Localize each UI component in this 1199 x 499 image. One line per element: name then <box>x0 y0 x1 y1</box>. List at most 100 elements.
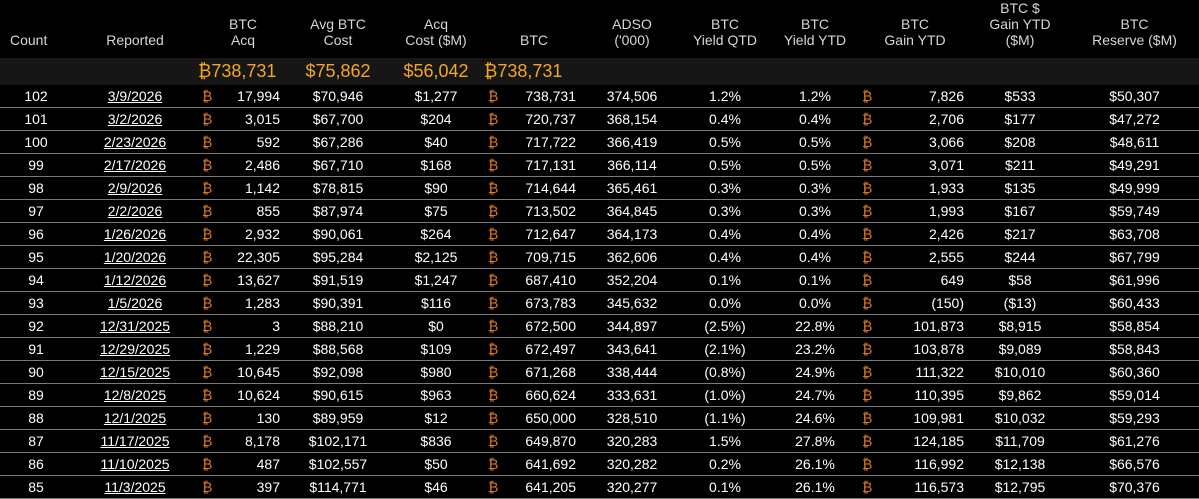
bitcoin-icon: ₿ <box>202 433 213 449</box>
cell-btc-acq: ₿ 10,645 <box>198 360 288 384</box>
cell-yield-qtd: 0.5% <box>680 130 770 154</box>
reported-date-link[interactable]: 11/3/2025 <box>104 479 166 495</box>
cell-gain-ytd: ₿ 2,706 <box>860 107 970 131</box>
reported-date-link[interactable]: 12/31/2025 <box>99 318 171 334</box>
cell-gain-usd: $167 <box>970 199 1070 223</box>
cell-reported[interactable]: 12/29/2025 <box>72 337 198 361</box>
cell-count: 89 <box>0 383 72 407</box>
cell-reported[interactable]: 2/2/2026 <box>72 199 198 223</box>
reported-date-link[interactable]: 11/10/2025 <box>100 456 170 472</box>
cell-acq-cost: $836 <box>388 429 484 453</box>
reported-date-link[interactable]: 1/20/2026 <box>103 249 167 265</box>
reported-date-link[interactable]: 2/9/2026 <box>107 180 163 196</box>
column-header-gain-ytd: BTC Gain YTD <box>860 0 970 58</box>
cell-adso: 366,419 <box>584 130 680 154</box>
cell-avg-cost: $102,557 <box>288 452 388 476</box>
cell-gain-ytd: ₿ 7,826 <box>860 85 970 108</box>
cell-avg-cost: $67,700 <box>288 107 388 131</box>
cell-yield-ytd: 0.4% <box>770 245 860 269</box>
reported-date-link[interactable]: 12/8/2025 <box>103 387 167 403</box>
cell-reported[interactable]: 11/10/2025 <box>72 452 198 476</box>
cell-reported[interactable]: 2/23/2026 <box>72 130 198 154</box>
bitcoin-icon: ₿ <box>862 456 873 472</box>
cell-btc-acq: ₿ 487 <box>198 452 288 476</box>
cell-reserve: $61,276 <box>1070 429 1199 453</box>
reported-date-link[interactable]: 2/2/2026 <box>107 203 163 219</box>
reported-date-link[interactable]: 1/5/2026 <box>107 295 163 311</box>
cell-value: 1,993 <box>928 203 964 219</box>
cell-reported[interactable]: 11/17/2025 <box>72 429 198 453</box>
cell-gain-ytd: ₿ 116,573 <box>860 475 970 499</box>
bitcoin-icon: ₿ <box>862 157 873 173</box>
cell-yield-qtd: 0.4% <box>680 245 770 269</box>
column-header-label: ($M) <box>1005 32 1035 48</box>
bitcoin-icon: ₿ <box>862 479 873 495</box>
cell-adso: 320,282 <box>584 452 680 476</box>
cell-avg-cost: $114,771 <box>288 475 388 499</box>
cell-avg-cost: $91,519 <box>288 268 388 292</box>
reported-date-link[interactable]: 3/9/2026 <box>107 88 163 104</box>
cell-adso: 333,631 <box>584 383 680 407</box>
cell-acq-cost: $75 <box>388 199 484 223</box>
cell-reported[interactable]: 3/9/2026 <box>72 85 198 108</box>
cell-reserve: $61,996 <box>1070 268 1199 292</box>
reported-date-link[interactable]: 1/26/2026 <box>103 226 167 242</box>
cell-adso: 352,204 <box>584 268 680 292</box>
cell-reserve: $63,708 <box>1070 222 1199 246</box>
column-header-adso: ADSO ('000) <box>584 0 680 58</box>
cell-btc: ₿ 649,870 <box>484 429 584 453</box>
cell-btc-acq: ₿ 2,932 <box>198 222 288 246</box>
cell-acq-cost: $1,277 <box>388 85 484 108</box>
cell-gain-ytd: ₿ 1,993 <box>860 199 970 223</box>
cell-acq-cost: $204 <box>388 107 484 131</box>
table-row: 88 12/1/2025 ₿ 130 $89,959 $12 ₿ 650,000 328,510… <box>0 406 1199 430</box>
cell-acq-cost: $168 <box>388 153 484 177</box>
cell-yield-ytd: 0.3% <box>770 199 860 223</box>
cell-avg-cost: $67,710 <box>288 153 388 177</box>
cell-yield-qtd: 1.5% <box>680 429 770 453</box>
column-header-label: Acq <box>423 16 449 32</box>
reported-date-link[interactable]: 2/17/2026 <box>103 157 167 173</box>
cell-gain-usd: $8,915 <box>970 314 1070 338</box>
cell-value: 2,932 <box>244 226 280 242</box>
cell-reported[interactable]: 12/31/2025 <box>72 314 198 338</box>
bitcoin-icon: ₿ <box>488 479 499 495</box>
cell-reported[interactable]: 12/15/2025 <box>72 360 198 384</box>
cell-value: 709,715 <box>525 249 576 265</box>
reported-date-link[interactable]: 12/1/2025 <box>103 410 167 426</box>
cell-adso: 368,154 <box>584 107 680 131</box>
cell-value: 13,627 <box>237 272 280 288</box>
cell-gain-ytd: ₿ 111,322 <box>860 360 970 384</box>
cell-reported[interactable]: 12/1/2025 <box>72 406 198 430</box>
cell-yield-qtd: 0.3% <box>680 176 770 200</box>
table-row: 85 11/3/2025 ₿ 397 $114,771 $46 ₿ 641,205 320,27… <box>0 475 1199 499</box>
cell-reported[interactable]: 2/17/2026 <box>72 153 198 177</box>
cell-reported[interactable]: 12/8/2025 <box>72 383 198 407</box>
cell-adso: 365,461 <box>584 176 680 200</box>
cell-value: 103,878 <box>913 341 964 357</box>
cell-reported[interactable]: 11/3/2025 <box>72 475 198 499</box>
cell-reported[interactable]: 2/9/2026 <box>72 176 198 200</box>
cell-value: 10,645 <box>237 364 280 380</box>
cell-value: 2,706 <box>928 111 964 127</box>
reported-date-link[interactable]: 3/2/2026 <box>107 111 163 127</box>
bitcoin-icon: ₿ <box>202 88 213 104</box>
cell-gain-ytd: ₿ 101,873 <box>860 314 970 338</box>
cell-reported[interactable]: 1/5/2026 <box>72 291 198 315</box>
cell-adso: 343,641 <box>584 337 680 361</box>
reported-date-link[interactable]: 2/23/2026 <box>103 134 167 150</box>
cell-reported[interactable]: 3/2/2026 <box>72 107 198 131</box>
cell-yield-ytd: 24.6% <box>770 406 860 430</box>
cell-yield-ytd: 0.1% <box>770 268 860 292</box>
reported-date-link[interactable]: 12/29/2025 <box>99 341 171 357</box>
reported-date-link[interactable]: 1/12/2026 <box>103 272 167 288</box>
cell-reported[interactable]: 1/26/2026 <box>72 222 198 246</box>
bitcoin-icon: ₿ <box>488 157 499 173</box>
cell-gain-usd: $9,089 <box>970 337 1070 361</box>
column-header-label: Yield YTD <box>783 32 847 48</box>
reported-date-link[interactable]: 12/15/2025 <box>99 364 171 380</box>
cell-reported[interactable]: 1/12/2026 <box>72 268 198 292</box>
reported-date-link[interactable]: 11/17/2025 <box>100 433 170 449</box>
cell-reported[interactable]: 1/20/2026 <box>72 245 198 269</box>
cell-btc-acq: ₿ 592 <box>198 130 288 154</box>
